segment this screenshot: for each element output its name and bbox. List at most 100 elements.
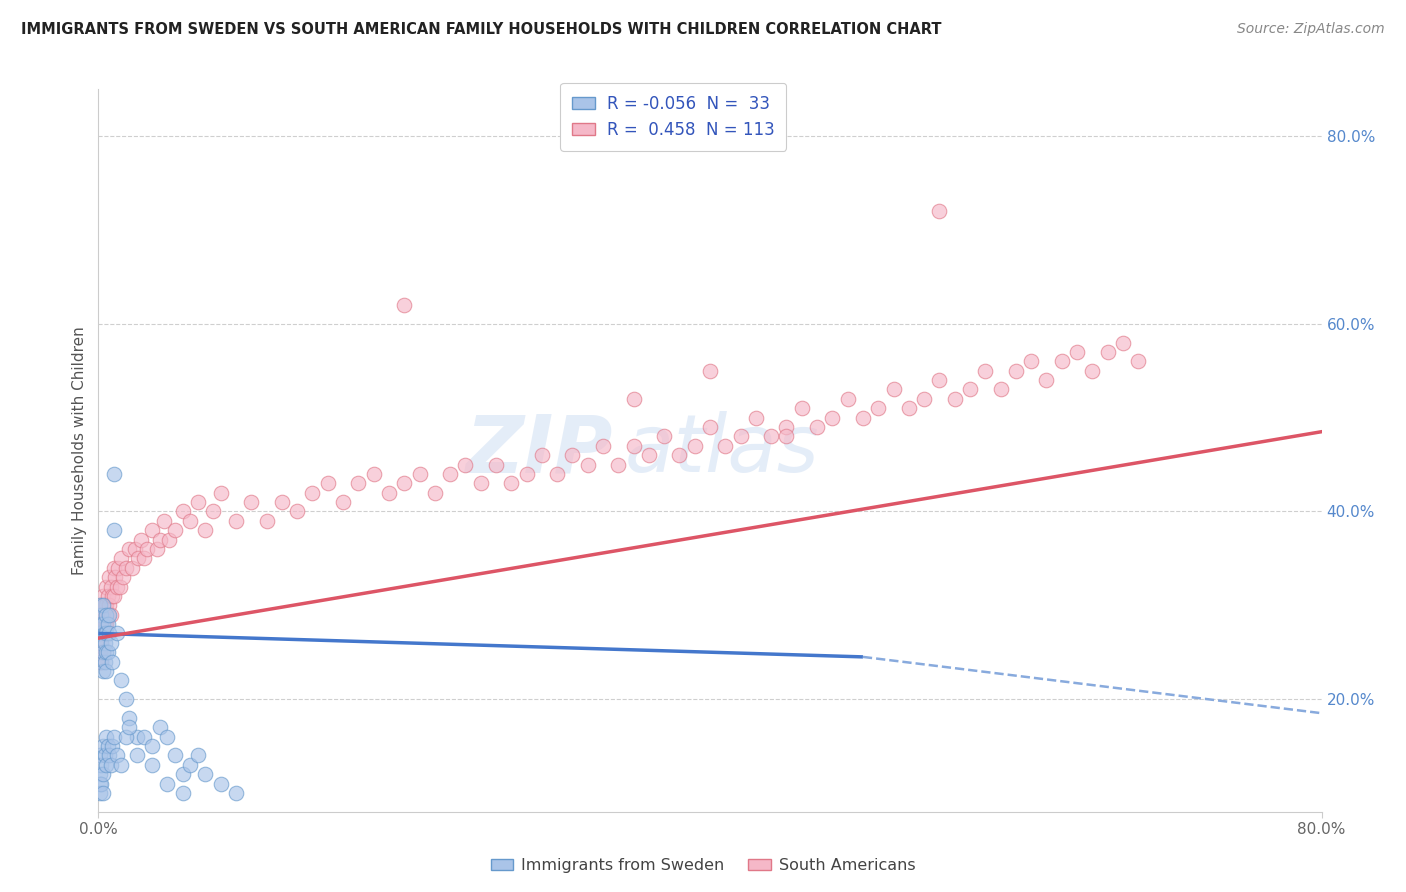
Point <box>561 448 583 462</box>
Point <box>163 523 186 537</box>
Point <box>637 448 661 462</box>
Point <box>115 560 138 574</box>
Point <box>118 711 141 725</box>
Point <box>100 580 122 594</box>
Point <box>100 607 122 622</box>
Point <box>194 523 217 537</box>
Point <box>97 589 120 603</box>
Point <box>1035 373 1057 387</box>
Point <box>101 739 124 753</box>
Point <box>89 645 111 659</box>
Point <box>912 392 935 406</box>
Point <box>91 626 114 640</box>
Point <box>108 580 131 594</box>
Point <box>89 599 111 613</box>
Legend: Immigrants from Sweden, South Americans: Immigrants from Sweden, South Americans <box>484 852 922 880</box>
Point <box>149 720 172 734</box>
Point <box>91 589 114 603</box>
Point <box>91 607 114 622</box>
Point <box>202 504 225 518</box>
Point <box>134 730 156 744</box>
Point <box>1066 345 1088 359</box>
Point <box>332 495 354 509</box>
Point <box>115 692 138 706</box>
Point <box>775 420 797 434</box>
Point <box>775 429 797 443</box>
Point <box>98 599 121 613</box>
Point <box>141 757 163 772</box>
Point <box>485 458 508 472</box>
Point <box>240 495 263 509</box>
Point <box>745 410 768 425</box>
Point <box>103 730 125 744</box>
Point <box>94 664 117 678</box>
Point <box>103 523 125 537</box>
Point <box>89 636 111 650</box>
Point <box>837 392 859 406</box>
Point <box>101 655 124 669</box>
Point <box>1097 345 1119 359</box>
Point <box>90 607 112 622</box>
Point <box>1004 364 1026 378</box>
Point <box>392 476 416 491</box>
Point <box>134 551 156 566</box>
Point <box>592 439 614 453</box>
Point <box>454 458 477 472</box>
Point <box>821 410 844 425</box>
Point <box>91 664 114 678</box>
Point <box>153 514 176 528</box>
Point <box>501 476 523 491</box>
Point <box>928 373 950 387</box>
Point <box>194 767 217 781</box>
Point <box>470 476 492 491</box>
Point <box>90 655 112 669</box>
Point <box>363 467 385 481</box>
Point <box>623 392 645 406</box>
Point <box>94 599 117 613</box>
Point <box>423 485 446 500</box>
Point <box>89 599 111 613</box>
Point <box>1019 354 1042 368</box>
Point <box>89 767 111 781</box>
Point <box>91 786 114 800</box>
Point <box>516 467 538 481</box>
Point <box>91 739 114 753</box>
Point <box>93 655 115 669</box>
Point <box>98 748 121 763</box>
Point <box>105 626 128 640</box>
Point <box>107 560 129 574</box>
Point <box>974 364 997 378</box>
Point <box>179 757 201 772</box>
Y-axis label: Family Households with Children: Family Households with Children <box>72 326 87 574</box>
Point <box>118 541 141 556</box>
Point <box>530 448 553 462</box>
Point <box>852 410 875 425</box>
Point <box>127 551 149 566</box>
Point <box>576 458 599 472</box>
Point <box>105 748 128 763</box>
Point <box>93 626 115 640</box>
Point <box>125 730 148 744</box>
Point <box>94 645 117 659</box>
Point <box>285 504 308 518</box>
Point <box>790 401 813 416</box>
Point <box>316 476 339 491</box>
Point <box>97 645 120 659</box>
Point <box>98 626 121 640</box>
Point <box>94 607 117 622</box>
Point <box>652 429 675 443</box>
Point <box>89 776 111 790</box>
Point <box>439 467 461 481</box>
Point <box>90 757 112 772</box>
Point <box>94 626 117 640</box>
Point <box>408 467 430 481</box>
Point <box>90 626 112 640</box>
Point <box>124 541 146 556</box>
Point <box>93 617 115 632</box>
Text: ZIP: ZIP <box>465 411 612 490</box>
Point <box>93 636 115 650</box>
Point <box>141 523 163 537</box>
Point <box>94 580 117 594</box>
Point <box>209 485 232 500</box>
Point <box>959 383 981 397</box>
